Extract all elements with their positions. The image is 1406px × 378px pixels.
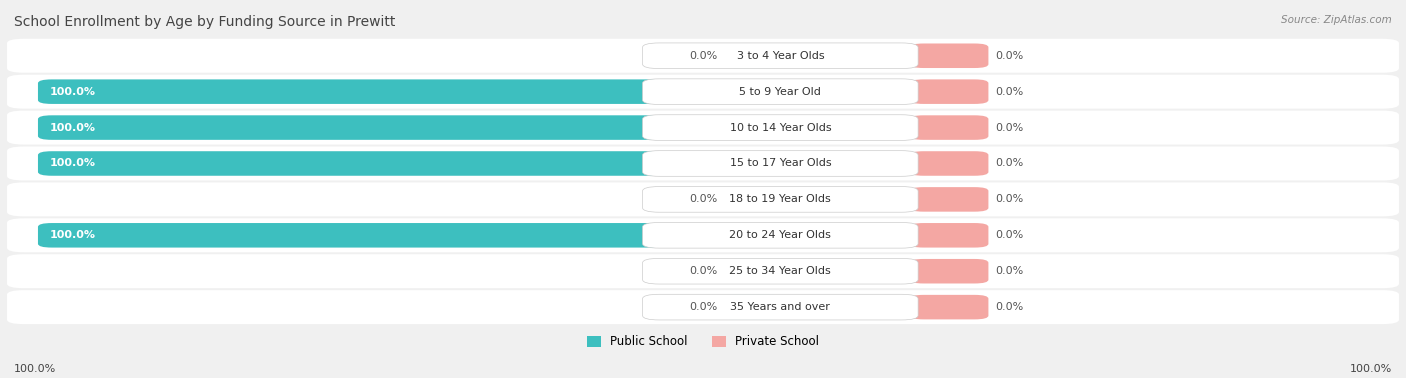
Text: 3 to 4 Year Olds: 3 to 4 Year Olds bbox=[737, 51, 824, 61]
Text: 100.0%: 100.0% bbox=[49, 230, 96, 240]
FancyBboxPatch shape bbox=[7, 218, 1399, 252]
Text: 100.0%: 100.0% bbox=[1350, 364, 1392, 374]
FancyBboxPatch shape bbox=[910, 295, 988, 319]
Text: 10 to 14 Year Olds: 10 to 14 Year Olds bbox=[730, 122, 831, 133]
Text: 25 to 34 Year Olds: 25 to 34 Year Olds bbox=[730, 266, 831, 276]
FancyBboxPatch shape bbox=[7, 39, 1399, 73]
FancyBboxPatch shape bbox=[643, 151, 918, 176]
FancyBboxPatch shape bbox=[7, 75, 1399, 108]
Text: 0.0%: 0.0% bbox=[689, 51, 717, 61]
Text: School Enrollment by Age by Funding Source in Prewitt: School Enrollment by Age by Funding Sour… bbox=[14, 15, 395, 29]
Text: 0.0%: 0.0% bbox=[995, 87, 1024, 97]
Text: 0.0%: 0.0% bbox=[995, 266, 1024, 276]
FancyBboxPatch shape bbox=[643, 223, 918, 248]
FancyBboxPatch shape bbox=[910, 187, 988, 212]
FancyBboxPatch shape bbox=[720, 43, 785, 68]
Text: 0.0%: 0.0% bbox=[689, 194, 717, 204]
Text: 100.0%: 100.0% bbox=[49, 122, 96, 133]
FancyBboxPatch shape bbox=[7, 254, 1399, 288]
FancyBboxPatch shape bbox=[910, 151, 988, 176]
FancyBboxPatch shape bbox=[910, 43, 988, 68]
Text: 0.0%: 0.0% bbox=[689, 302, 717, 312]
FancyBboxPatch shape bbox=[38, 79, 785, 104]
FancyBboxPatch shape bbox=[720, 187, 785, 212]
FancyBboxPatch shape bbox=[643, 294, 918, 320]
FancyBboxPatch shape bbox=[910, 223, 988, 248]
FancyBboxPatch shape bbox=[643, 115, 918, 140]
Text: 100.0%: 100.0% bbox=[49, 87, 96, 97]
FancyBboxPatch shape bbox=[643, 259, 918, 284]
FancyBboxPatch shape bbox=[910, 115, 988, 140]
Text: 0.0%: 0.0% bbox=[995, 194, 1024, 204]
Text: 18 to 19 Year Olds: 18 to 19 Year Olds bbox=[730, 194, 831, 204]
Text: 0.0%: 0.0% bbox=[995, 122, 1024, 133]
FancyBboxPatch shape bbox=[7, 111, 1399, 144]
Text: 0.0%: 0.0% bbox=[995, 230, 1024, 240]
FancyBboxPatch shape bbox=[720, 259, 785, 284]
Text: 100.0%: 100.0% bbox=[14, 364, 56, 374]
Text: 15 to 17 Year Olds: 15 to 17 Year Olds bbox=[730, 158, 831, 169]
FancyBboxPatch shape bbox=[7, 147, 1399, 180]
Text: 35 Years and over: 35 Years and over bbox=[730, 302, 831, 312]
Text: 20 to 24 Year Olds: 20 to 24 Year Olds bbox=[730, 230, 831, 240]
Legend: Public School, Private School: Public School, Private School bbox=[582, 331, 824, 353]
FancyBboxPatch shape bbox=[643, 187, 918, 212]
Text: 5 to 9 Year Old: 5 to 9 Year Old bbox=[740, 87, 821, 97]
FancyBboxPatch shape bbox=[720, 295, 785, 319]
FancyBboxPatch shape bbox=[643, 43, 918, 68]
Text: Source: ZipAtlas.com: Source: ZipAtlas.com bbox=[1281, 15, 1392, 25]
FancyBboxPatch shape bbox=[910, 79, 988, 104]
FancyBboxPatch shape bbox=[38, 151, 785, 176]
Text: 0.0%: 0.0% bbox=[995, 51, 1024, 61]
FancyBboxPatch shape bbox=[910, 259, 988, 284]
Text: 0.0%: 0.0% bbox=[995, 302, 1024, 312]
FancyBboxPatch shape bbox=[38, 115, 785, 140]
FancyBboxPatch shape bbox=[38, 223, 785, 248]
FancyBboxPatch shape bbox=[7, 290, 1399, 324]
Text: 100.0%: 100.0% bbox=[49, 158, 96, 169]
FancyBboxPatch shape bbox=[643, 79, 918, 104]
FancyBboxPatch shape bbox=[7, 183, 1399, 216]
Text: 0.0%: 0.0% bbox=[689, 266, 717, 276]
Text: 0.0%: 0.0% bbox=[995, 158, 1024, 169]
